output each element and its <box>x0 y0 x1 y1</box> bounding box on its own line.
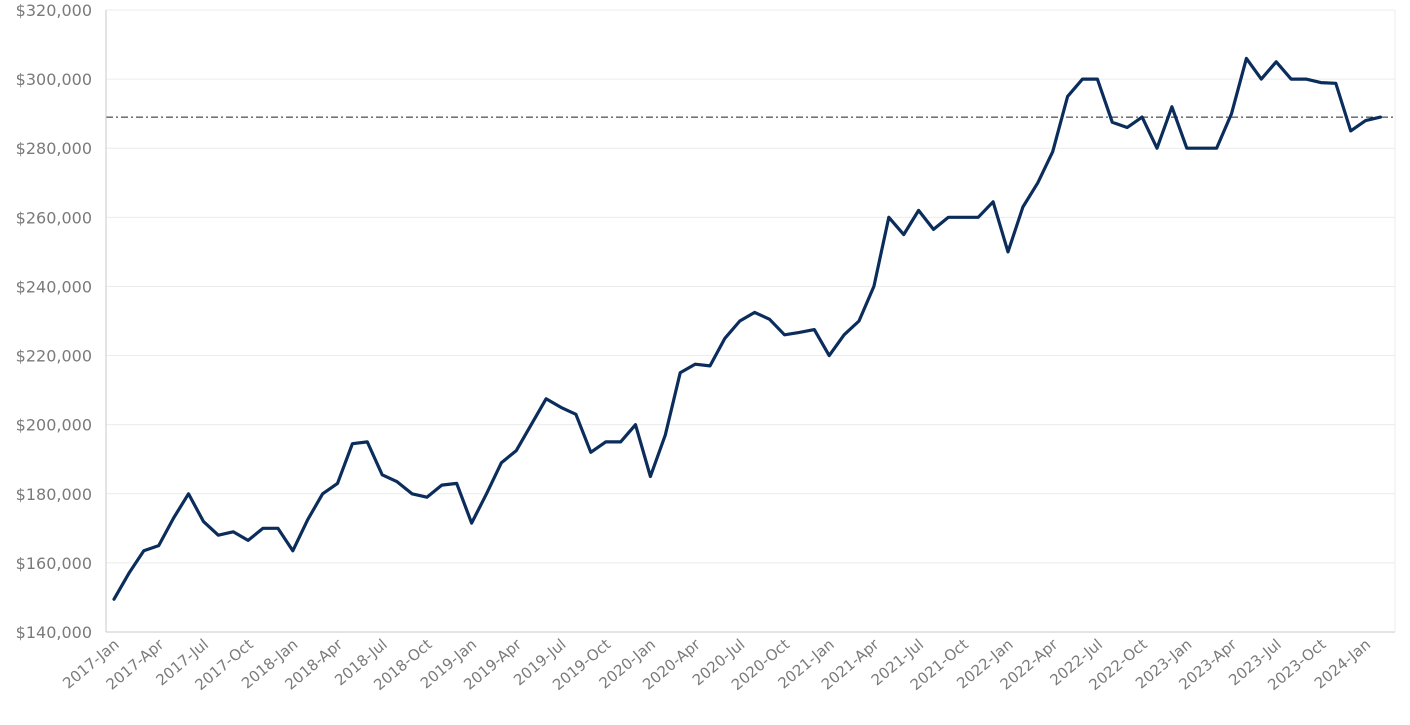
y-tick-label: $280,000 <box>16 139 92 158</box>
axis-layer <box>105 10 1396 633</box>
y-tick-label: $320,000 <box>16 1 92 20</box>
x-axis-tick-labels: 2017-Jan2017-Apr2017-Jul2017-Oct2018-Jan… <box>59 635 1374 694</box>
y-tick-label: $300,000 <box>16 70 92 89</box>
y-tick-label: $180,000 <box>16 485 92 504</box>
y-axis-tick-labels: $140,000 $160,000 $180,000 $200,000 $220,000… <box>16 1 92 642</box>
y-tick-label: $140,000 <box>16 623 92 642</box>
series-layer <box>112 56 1383 601</box>
y-tick-label: $220,000 <box>16 347 92 366</box>
series-line <box>112 56 1383 601</box>
y-tick-label: $200,000 <box>16 416 92 435</box>
y-tick-label: $160,000 <box>16 554 92 573</box>
y-tick-label: $260,000 <box>16 208 92 227</box>
y-tick-label: $240,000 <box>16 277 92 296</box>
